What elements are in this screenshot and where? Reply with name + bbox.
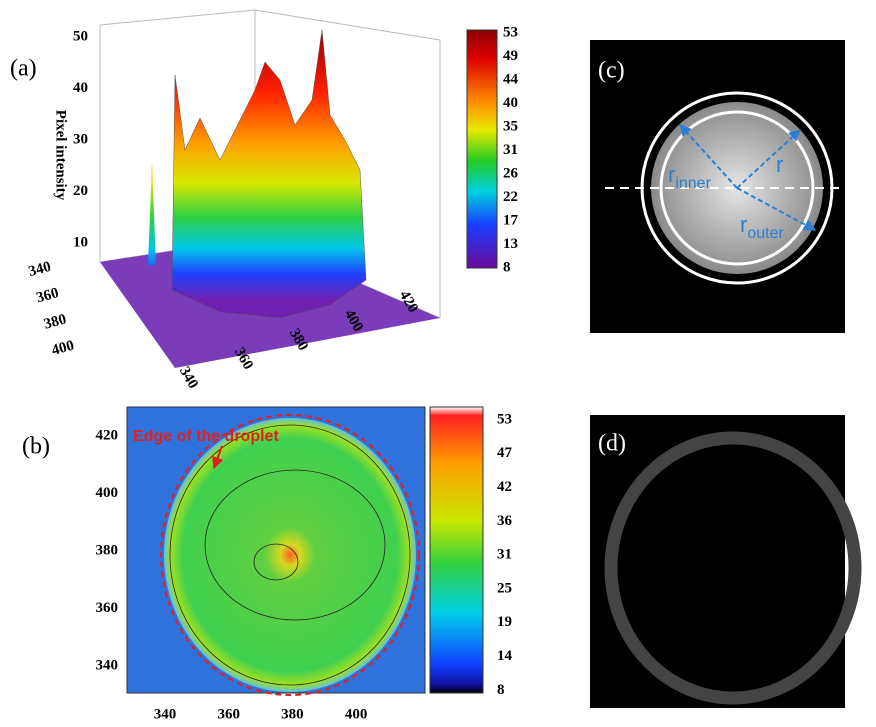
radius-symbol: r xyxy=(668,162,675,187)
z-tick-label: 40 xyxy=(73,80,88,96)
colorbar-tick-label: 53 xyxy=(497,411,512,427)
colorbar-tick-label: 19 xyxy=(497,614,512,630)
colorbar-tick-label: 53 xyxy=(503,24,518,40)
colorbar-tick-label: 26 xyxy=(503,165,519,181)
z-tick-label: 20 xyxy=(73,183,88,199)
colorbar xyxy=(430,407,483,693)
surface-spike xyxy=(148,160,156,265)
panel-label: (a) xyxy=(10,56,37,82)
colorbar-tick-label: 36 xyxy=(497,513,513,529)
y-tick-label: 400 xyxy=(50,338,76,359)
z-tick-label: 30 xyxy=(73,131,88,147)
colorbar-tick-label: 17 xyxy=(503,212,519,228)
radius-subscript: inner xyxy=(675,175,711,192)
y-tick-label: 380 xyxy=(96,542,119,558)
panel-label: (d) xyxy=(598,431,626,457)
colorbar-tick-label: 14 xyxy=(497,648,513,664)
y-tick-label: 360 xyxy=(35,285,61,306)
colorbar-tick-label: 35 xyxy=(503,118,518,134)
colorbar-tick-label: 8 xyxy=(497,682,505,698)
z-tick-label: 10 xyxy=(73,234,88,250)
droplet-region xyxy=(164,418,416,692)
surface xyxy=(172,30,366,318)
x-tick-label: 380 xyxy=(281,706,304,722)
panel-a xyxy=(100,10,497,368)
y-tick-label: 380 xyxy=(42,311,68,332)
panel-c xyxy=(590,40,845,333)
colorbar-tick-label: 42 xyxy=(497,479,512,495)
z-tick-label: 50 xyxy=(73,28,88,44)
axis-label: Pixel intensity xyxy=(53,110,69,201)
colorbar-tick-label: 13 xyxy=(503,236,518,252)
colorbar-tick-label: 25 xyxy=(497,580,512,596)
x-tick-label: 340 xyxy=(154,706,177,722)
radius-symbol: r xyxy=(776,152,783,177)
colorbar-tick-label: 22 xyxy=(503,189,518,205)
y-tick-label: 420 xyxy=(96,427,119,443)
x-tick-label: 360 xyxy=(217,706,240,722)
colorbar-tick-label: 31 xyxy=(497,547,512,563)
y-tick-label: 360 xyxy=(96,600,119,616)
colorbar-tick-label: 49 xyxy=(503,48,518,64)
colorbar-tick-label: 31 xyxy=(503,142,518,158)
x-tick-label: 400 xyxy=(345,706,368,722)
y-tick-label: 340 xyxy=(27,259,53,280)
panel-b xyxy=(127,407,483,695)
colorbar-tick-label: 44 xyxy=(503,71,519,87)
x-tick-label: 340 xyxy=(176,364,201,391)
radius-subscript: outer xyxy=(747,225,784,242)
colorbar-tick-label: 40 xyxy=(503,95,518,111)
radius-symbol: r xyxy=(740,212,747,237)
colorbar xyxy=(467,30,497,268)
colorbar-tick-label: 8 xyxy=(503,259,511,275)
panel-label: (b) xyxy=(22,434,50,460)
annotation: Edge of the droplet xyxy=(133,428,279,445)
colorbar-tick-label: 47 xyxy=(497,445,513,461)
radius-label: r xyxy=(776,152,783,177)
panel-label: (c) xyxy=(598,58,625,84)
y-tick-label: 340 xyxy=(96,657,119,673)
panel-d xyxy=(590,415,855,708)
y-tick-label: 400 xyxy=(96,485,119,501)
